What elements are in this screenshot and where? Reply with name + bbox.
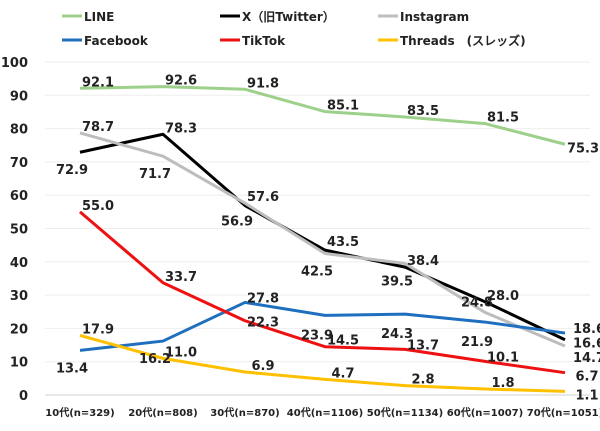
data-label: 83.5 [407,104,439,119]
legend-label: Facebook [84,34,149,48]
data-label: 72.9 [56,163,88,178]
data-label: 39.5 [381,274,413,289]
data-label: 92.6 [165,74,197,89]
legend-label: LINE [84,10,114,24]
data-label: 92.1 [82,75,114,90]
y-tick-label: 100 [1,56,28,71]
data-label: 24.8 [461,295,493,310]
data-label: 17.9 [82,322,114,337]
x-tick-label: 10代(n=329) [45,406,114,419]
y-tick-label: 20 [10,322,28,337]
x-tick-label: 20代(n=808) [128,406,197,419]
data-label: 22.3 [247,316,279,331]
data-label: 71.7 [139,167,171,182]
data-label: 16.6 [573,337,600,352]
data-label: 2.8 [411,373,434,388]
data-label: 28.0 [487,289,519,304]
legend-label: TikTok [242,34,286,48]
y-tick-label: 80 [10,123,28,138]
x-tick-label: 50代(n=1134) [367,406,443,419]
data-label: 14.7 [573,351,600,366]
x-tick-label: 60代(n=1007) [447,406,523,419]
y-tick-label: 70 [10,156,28,171]
data-label: 42.5 [301,264,333,279]
data-label: 23.9 [301,328,333,343]
data-label: 78.3 [165,121,197,136]
data-label: 24.3 [381,327,413,342]
data-label: 91.8 [247,76,279,91]
data-label: 21.9 [461,335,493,350]
y-tick-label: 10 [10,356,28,371]
series-line [79,132,566,342]
data-label: 27.8 [247,291,279,306]
series-line [79,210,566,375]
data-label: 1.1 [575,388,598,403]
y-tick-label: 60 [10,189,28,204]
legend-label: X（旧Twitter） [242,9,335,24]
data-label: 14.5 [327,334,359,349]
data-label: 18.6 [573,322,600,337]
data-label: 43.5 [327,235,359,250]
data-label: 10.1 [487,350,519,365]
series-line [79,85,566,146]
data-label: 81.5 [487,111,519,126]
data-label: 75.3 [567,141,599,156]
data-label: 57.6 [247,190,279,205]
data-label: 13.4 [56,361,88,376]
data-label: 6.7 [575,370,598,385]
legend-label: Threads (スレッズ) [400,33,526,48]
data-label: 56.9 [221,215,253,230]
data-label: 78.7 [82,120,114,135]
series-line [79,131,566,348]
x-tick-label: 40代(n=1106) [287,406,363,419]
y-tick-label: 90 [10,89,28,104]
data-label: 55.0 [82,199,114,214]
series-line [79,333,566,393]
y-tick-label: 30 [10,289,28,304]
data-label: 33.7 [165,270,197,285]
y-tick-label: 40 [10,256,28,271]
data-label: 16.2 [139,352,171,367]
data-label: 38.4 [407,254,439,269]
legend-label: Instagram [400,10,469,24]
data-label: 85.1 [327,99,359,114]
series-line [79,300,566,352]
y-tick-label: 0 [19,389,28,404]
data-label: 6.9 [251,359,274,374]
y-tick-label: 50 [10,223,28,238]
data-label: 1.8 [491,376,514,391]
x-tick-label: 30代(n=870) [210,406,279,419]
data-label: 11.0 [165,345,197,360]
data-label: 4.7 [331,366,354,381]
x-tick-label: 70代(n=1051) [527,406,600,419]
data-label: 13.7 [407,338,439,353]
